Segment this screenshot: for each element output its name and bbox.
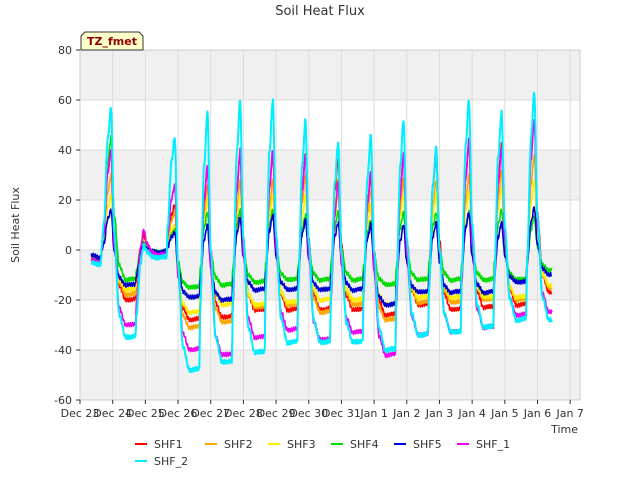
- x-axis-label: Time: [550, 423, 578, 436]
- y-axis-label: Soil Heat Flux: [9, 187, 22, 263]
- series-layer: [90, 91, 553, 373]
- legend-label: SHF2: [224, 438, 253, 451]
- legend-label: SHF_2: [154, 455, 188, 468]
- legend-label: SHF3: [287, 438, 316, 451]
- y-tick-label: 80: [58, 44, 72, 57]
- x-tick-label: Jan 1: [359, 407, 387, 420]
- legend-label: SHF5: [413, 438, 442, 451]
- legend-label: SHF1: [154, 438, 183, 451]
- x-tick-label: Dec 25: [126, 407, 165, 420]
- x-tick-label: Jan 7: [555, 407, 583, 420]
- x-tick-label: Dec 24: [93, 407, 132, 420]
- x-tick-label: Jan 2: [392, 407, 420, 420]
- x-tick-label: Dec 23: [61, 407, 100, 420]
- x-tick-label: Dec 30: [289, 407, 328, 420]
- x-tick-label: Dec 28: [224, 407, 263, 420]
- legend: SHF1 SHF2 SHF3 SHF4 SHF5 SHF_1 SHF_2: [135, 438, 510, 468]
- y-tick-label: -60: [54, 394, 72, 407]
- series-line-shf-2: [90, 91, 553, 373]
- x-tick-label: Jan 3: [425, 407, 453, 420]
- x-tick-label: Jan 6: [523, 407, 551, 420]
- plot-band: [80, 100, 580, 150]
- y-tick-label: 0: [65, 244, 72, 257]
- y-axis-ticks: -60 -40 -20 0 20 40 60 80: [54, 44, 80, 407]
- x-tick-label: Dec 26: [159, 407, 198, 420]
- legend-label: SHF4: [350, 438, 379, 451]
- plot-band: [80, 350, 580, 400]
- y-tick-label: 40: [58, 144, 72, 157]
- x-tick-label: Jan 5: [490, 407, 518, 420]
- chart-title: Soil Heat Flux: [275, 4, 365, 19]
- y-tick-label: 60: [58, 94, 72, 107]
- x-tick-label: Dec 29: [257, 407, 296, 420]
- y-tick-label: -20: [54, 294, 72, 307]
- legend-label: SHF_1: [476, 438, 510, 451]
- x-tick-label: Dec 27: [191, 407, 230, 420]
- site-badge-label: TZ_fmet: [87, 35, 137, 48]
- site-badge-box: [80, 31, 144, 51]
- x-tick-label: Jan 4: [457, 407, 485, 420]
- x-tick-label: Dec 31: [322, 407, 361, 420]
- plot-frame: [79, 49, 581, 401]
- y-tick-label: -40: [54, 344, 72, 357]
- site-badge: TZ_fmet: [80, 31, 144, 51]
- y-tick-label: 20: [58, 194, 72, 207]
- plot-band: [80, 50, 580, 100]
